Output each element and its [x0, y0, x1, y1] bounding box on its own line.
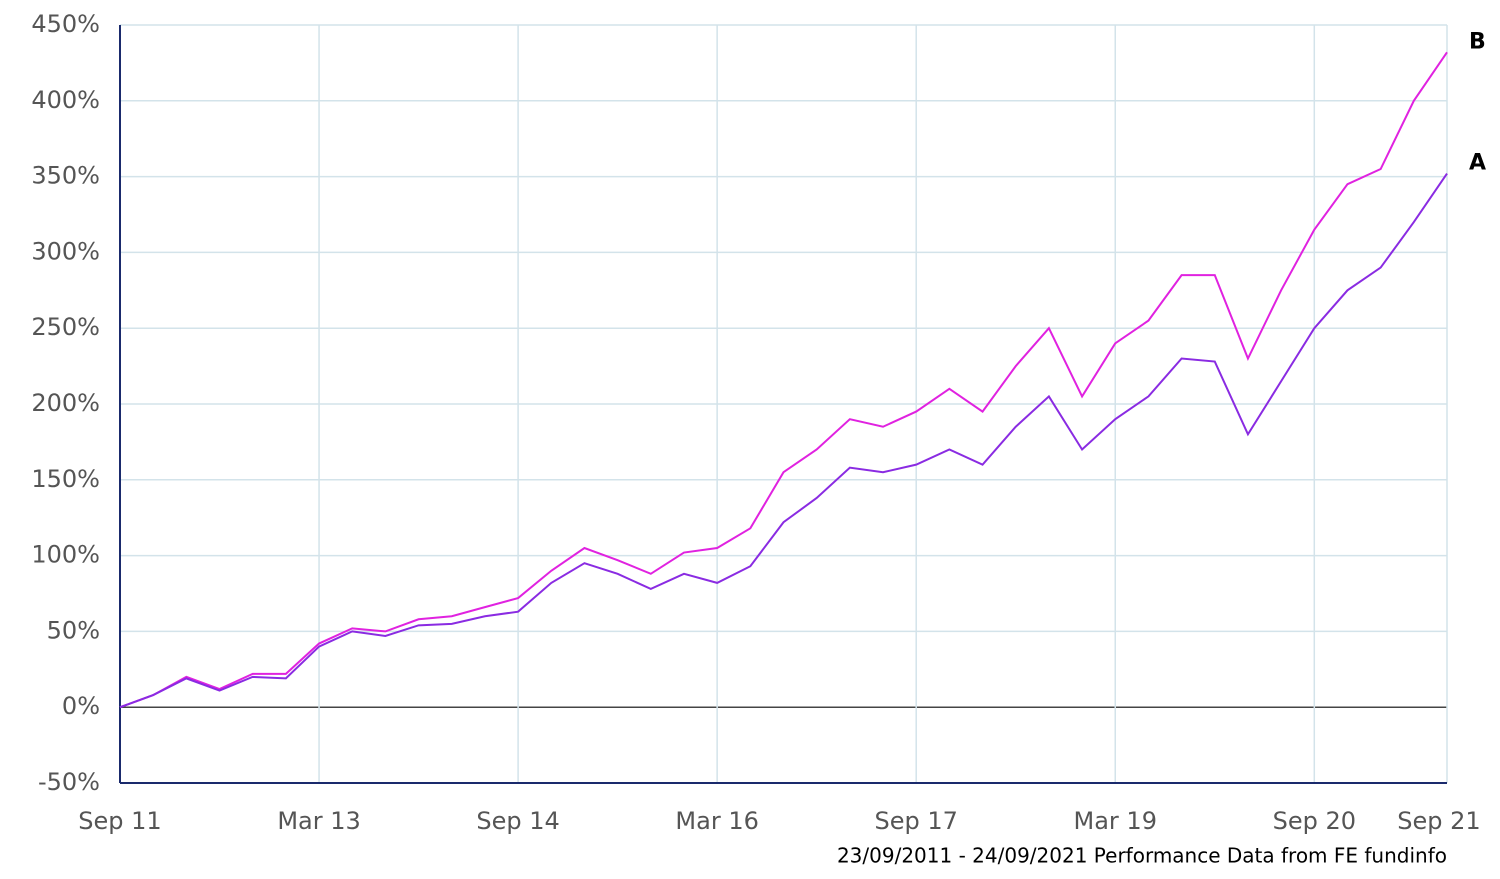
y-tick-label: 450%	[31, 10, 100, 38]
series-line	[119, 51, 1448, 709]
y-tick-label: 300%	[31, 237, 100, 265]
footnote: 23/09/2011 - 24/09/2021 Performance Data…	[837, 844, 1447, 868]
series-label: B	[1469, 29, 1486, 54]
y-tick-label: 0%	[62, 692, 100, 720]
y-tick-label: 400%	[31, 86, 100, 114]
y-tick-label: 100%	[31, 541, 100, 569]
x-tick-label: Sep 17	[874, 807, 957, 835]
x-tick-label: Mar 19	[1074, 807, 1157, 835]
x-tick-label: Sep 14	[476, 807, 559, 835]
y-tick-label: 150%	[31, 465, 100, 493]
y-tick-label: 200%	[31, 389, 100, 417]
x-tick-label: Sep 20	[1273, 807, 1356, 835]
series-line	[119, 173, 1448, 709]
x-tick-label: Mar 13	[277, 807, 360, 835]
y-tick-label: 250%	[31, 313, 100, 341]
x-tick-label: Sep 21	[1397, 807, 1480, 835]
y-tick-label: 50%	[47, 616, 100, 644]
x-tick-label: Sep 11	[78, 807, 161, 835]
y-tick-label: 350%	[31, 162, 100, 190]
series-label: A	[1469, 151, 1486, 176]
x-tick-label: Mar 16	[675, 807, 758, 835]
y-tick-label: -50%	[38, 768, 100, 796]
